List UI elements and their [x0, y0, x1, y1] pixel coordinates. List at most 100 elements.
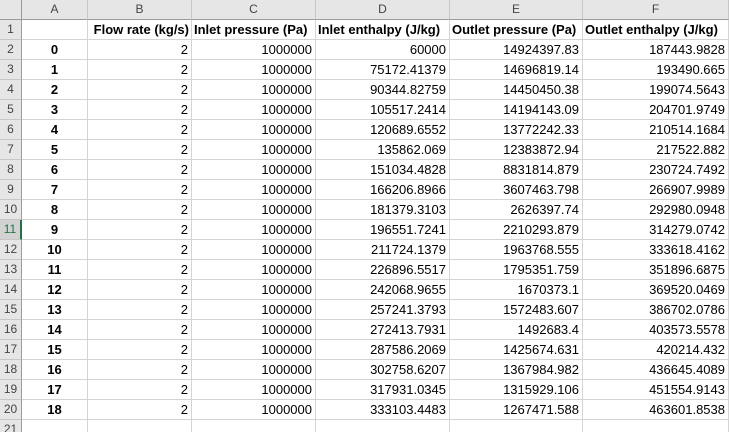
cell-outlet-pressure[interactable]: 14194143.09 — [450, 100, 583, 120]
cell-inlet-pressure[interactable]: 1000000 — [192, 80, 316, 100]
cell-outlet-enthalpy[interactable]: 436645.4089 — [583, 360, 729, 380]
cell-inlet-enthalpy[interactable]: 196551.7241 — [316, 220, 450, 240]
cell-inlet-pressure[interactable]: 1000000 — [192, 180, 316, 200]
row-header[interactable]: 2 — [0, 40, 22, 60]
row-header[interactable]: 14 — [0, 280, 22, 300]
row-header[interactable]: 3 — [0, 60, 22, 80]
cell-flow-rate[interactable]: 2 — [88, 300, 192, 320]
cell-inlet-pressure[interactable]: 1000000 — [192, 360, 316, 380]
column-header-d[interactable]: D — [316, 0, 450, 20]
cell-inlet-enthalpy[interactable]: 333103.4483 — [316, 400, 450, 420]
cell-inlet-pressure[interactable]: 1000000 — [192, 120, 316, 140]
cell-flow-rate[interactable]: 2 — [88, 380, 192, 400]
cell-outlet-enthalpy[interactable]: 193490.665 — [583, 60, 729, 80]
row-header[interactable]: 19 — [0, 380, 22, 400]
cell-index[interactable]: 18 — [22, 400, 88, 420]
row-header[interactable]: 8 — [0, 160, 22, 180]
cell-outlet-enthalpy[interactable]: 463601.8538 — [583, 400, 729, 420]
cell-outlet-enthalpy[interactable]: 199074.5643 — [583, 80, 729, 100]
cell-outlet-pressure[interactable]: 14450450.38 — [450, 80, 583, 100]
row-header[interactable]: 6 — [0, 120, 22, 140]
cell-outlet-pressure[interactable]: 1315929.106 — [450, 380, 583, 400]
cell-flow-rate[interactable]: 2 — [88, 400, 192, 420]
cell-inlet-enthalpy[interactable]: 181379.3103 — [316, 200, 450, 220]
cell-index[interactable]: 17 — [22, 380, 88, 400]
cell-inlet-pressure[interactable]: 1000000 — [192, 40, 316, 60]
cell-outlet-pressure[interactable]: 12383872.94 — [450, 140, 583, 160]
cell-inlet-pressure[interactable]: 1000000 — [192, 260, 316, 280]
cell-outlet-enthalpy[interactable]: 210514.1684 — [583, 120, 729, 140]
cell-inlet-enthalpy[interactable]: 105517.2414 — [316, 100, 450, 120]
cell-inlet-pressure[interactable]: 1000000 — [192, 340, 316, 360]
header-cell-outlet-enthalpy[interactable]: Outlet enthalpy (J/kg) — [583, 20, 729, 40]
cell-inlet-pressure[interactable]: 1000000 — [192, 280, 316, 300]
cell-index[interactable]: 16 — [22, 360, 88, 380]
cell-flow-rate[interactable]: 2 — [88, 100, 192, 120]
column-header-f[interactable]: F — [583, 0, 729, 20]
column-header-e[interactable]: E — [450, 0, 583, 20]
cell-inlet-pressure[interactable]: 1000000 — [192, 220, 316, 240]
cell-index[interactable]: 13 — [22, 300, 88, 320]
cell-index[interactable]: 1 — [22, 60, 88, 80]
cell-inlet-enthalpy[interactable]: 226896.5517 — [316, 260, 450, 280]
row-header[interactable]: 7 — [0, 140, 22, 160]
cell-inlet-pressure[interactable]: 1000000 — [192, 320, 316, 340]
column-header-c[interactable]: C — [192, 0, 316, 20]
cell-outlet-enthalpy[interactable]: 369520.0469 — [583, 280, 729, 300]
cell-flow-rate[interactable]: 2 — [88, 280, 192, 300]
row-header[interactable]: 10 — [0, 200, 22, 220]
cell-flow-rate[interactable]: 2 — [88, 80, 192, 100]
cell-outlet-pressure[interactable]: 3607463.798 — [450, 180, 583, 200]
cell-outlet-pressure[interactable]: 1267471.588 — [450, 400, 583, 420]
header-cell-a[interactable] — [22, 20, 88, 40]
row-header[interactable]: 18 — [0, 360, 22, 380]
cell-index[interactable]: 11 — [22, 260, 88, 280]
header-cell-flow-rate[interactable]: Flow rate (kg/s) — [88, 20, 192, 40]
cell-inlet-enthalpy[interactable]: 317931.0345 — [316, 380, 450, 400]
cell-outlet-pressure[interactable]: 1795351.759 — [450, 260, 583, 280]
cell-inlet-pressure[interactable]: 1000000 — [192, 60, 316, 80]
cell-outlet-enthalpy[interactable]: 403573.5578 — [583, 320, 729, 340]
cell-outlet-pressure[interactable] — [450, 420, 583, 432]
row-header[interactable]: 20 — [0, 400, 22, 420]
row-header[interactable]: 4 — [0, 80, 22, 100]
cell-outlet-enthalpy[interactable] — [583, 420, 729, 432]
cell-outlet-pressure[interactable]: 1367984.982 — [450, 360, 583, 380]
cell-inlet-pressure[interactable]: 1000000 — [192, 140, 316, 160]
cell-index[interactable]: 8 — [22, 200, 88, 220]
cell-index[interactable]: 12 — [22, 280, 88, 300]
column-header-b[interactable]: B — [88, 0, 192, 20]
cell-index[interactable] — [22, 420, 88, 432]
cell-inlet-enthalpy[interactable]: 272413.7931 — [316, 320, 450, 340]
cell-outlet-enthalpy[interactable]: 217522.882 — [583, 140, 729, 160]
cell-outlet-pressure[interactable]: 1425674.631 — [450, 340, 583, 360]
cell-index[interactable]: 9 — [22, 220, 88, 240]
cell-inlet-enthalpy[interactable]: 166206.8966 — [316, 180, 450, 200]
cell-flow-rate[interactable]: 2 — [88, 320, 192, 340]
cell-index[interactable]: 7 — [22, 180, 88, 200]
row-header[interactable]: 15 — [0, 300, 22, 320]
row-header[interactable]: 5 — [0, 100, 22, 120]
cell-inlet-enthalpy[interactable]: 302758.6207 — [316, 360, 450, 380]
cell-inlet-pressure[interactable]: 1000000 — [192, 240, 316, 260]
row-header[interactable]: 1 — [0, 20, 22, 40]
cell-inlet-enthalpy[interactable]: 60000 — [316, 40, 450, 60]
cell-outlet-enthalpy[interactable]: 266907.9989 — [583, 180, 729, 200]
cell-flow-rate[interactable]: 2 — [88, 160, 192, 180]
cell-index[interactable]: 10 — [22, 240, 88, 260]
cell-flow-rate[interactable]: 2 — [88, 120, 192, 140]
cell-inlet-enthalpy[interactable]: 75172.41379 — [316, 60, 450, 80]
cell-outlet-enthalpy[interactable]: 420214.432 — [583, 340, 729, 360]
header-cell-inlet-enthalpy[interactable]: Inlet enthalpy (J/kg) — [316, 20, 450, 40]
cell-inlet-pressure[interactable]: 1000000 — [192, 380, 316, 400]
cell-outlet-enthalpy[interactable]: 187443.9828 — [583, 40, 729, 60]
row-header[interactable]: 9 — [0, 180, 22, 200]
cell-flow-rate[interactable]: 2 — [88, 200, 192, 220]
row-header[interactable]: 13 — [0, 260, 22, 280]
cell-outlet-pressure[interactable]: 2626397.74 — [450, 200, 583, 220]
cell-inlet-pressure[interactable]: 1000000 — [192, 100, 316, 120]
cell-inlet-enthalpy[interactable]: 257241.3793 — [316, 300, 450, 320]
cell-flow-rate[interactable]: 2 — [88, 180, 192, 200]
cell-flow-rate[interactable]: 2 — [88, 360, 192, 380]
cell-outlet-pressure[interactable]: 1670373.1 — [450, 280, 583, 300]
